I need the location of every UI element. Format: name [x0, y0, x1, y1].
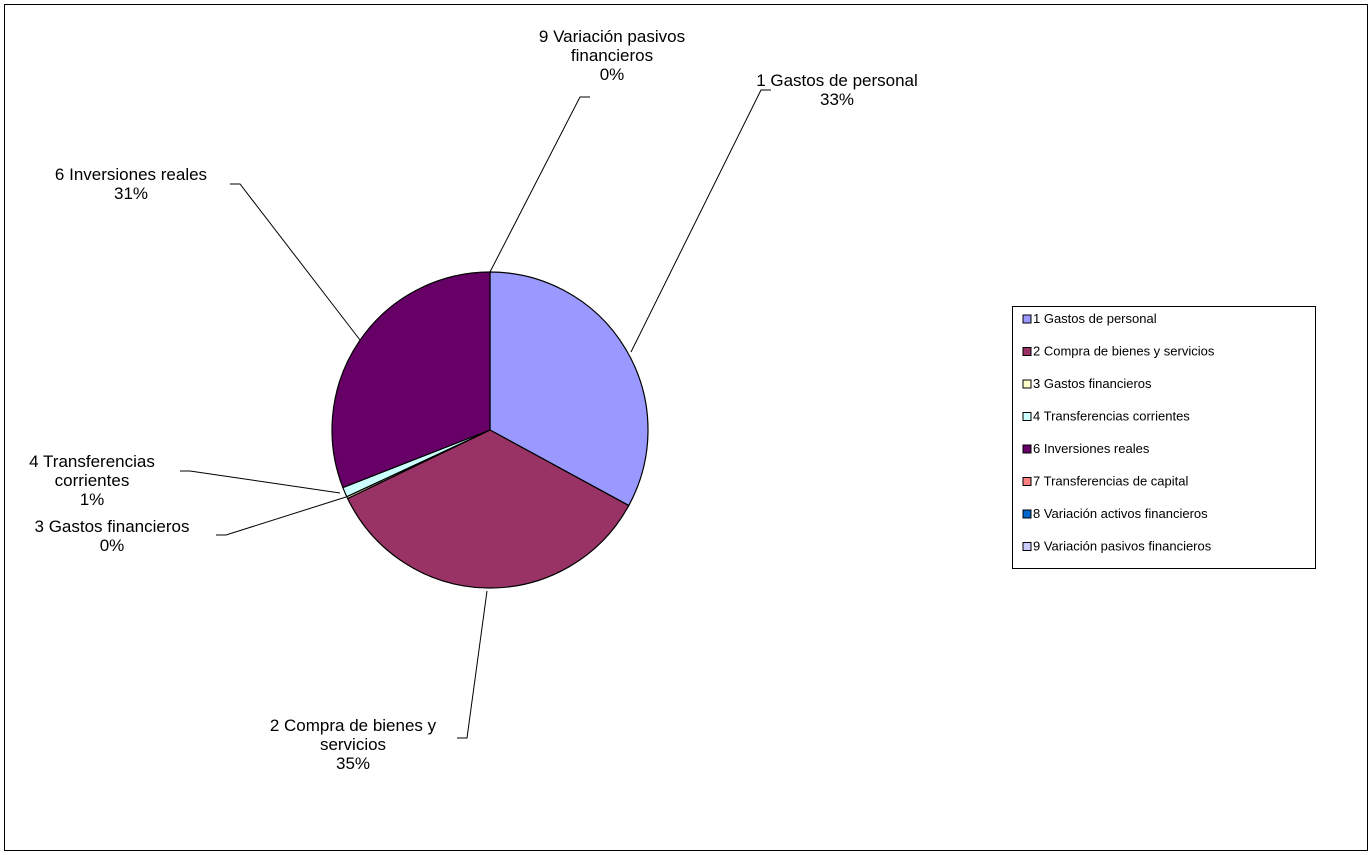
legend-swatch: [1022, 477, 1032, 486]
leader-line: [630, 89, 771, 353]
legend-swatch: [1022, 509, 1032, 519]
chart-frame: 1 Gastos de personal 33% 2 Compra de biene…: [4, 4, 1368, 851]
data-label-category: corrientes: [55, 471, 130, 490]
leader-line: [180, 470, 341, 494]
legend-entry: 3 Gastos financieros: [1033, 376, 1152, 391]
data-label-percent: 0%: [100, 536, 125, 555]
legend-swatch: [1022, 444, 1032, 454]
pie-slice: [331, 271, 491, 489]
legend-entry: 9 Variación pasivos financieros: [1033, 539, 1212, 554]
leader-line: [230, 183, 361, 341]
data-label-category: 9 Variación pasivos: [539, 27, 685, 46]
legend-entry: 7 Transferencias de capital: [1033, 474, 1188, 489]
pie-slice: [346, 429, 630, 589]
leader-line: [489, 96, 590, 273]
data-label-percent: 31%: [114, 184, 148, 203]
pie-slice: [489, 271, 649, 507]
data-label-percent: 35%: [336, 754, 370, 773]
data-label-category: servicios: [320, 735, 386, 754]
legend-swatch: [1022, 412, 1032, 421]
leader-lines: [180, 89, 771, 739]
legend: 1 Gastos de personal 2 Compra de bienes y…: [1012, 306, 1316, 569]
data-label-category: 6 Inversiones reales: [55, 165, 207, 184]
data-label-category: financieros: [571, 46, 653, 65]
data-label-percent: 0%: [600, 65, 625, 84]
legend-swatch: [1022, 379, 1032, 389]
pie-slices: [331, 271, 649, 589]
data-label-category: 4 Transferencias: [29, 452, 155, 471]
legend-swatch: [1022, 314, 1032, 324]
data-label-percent: 1%: [80, 490, 105, 509]
leader-line: [457, 590, 488, 739]
legend-entry: 4 Transferencias corrientes: [1033, 409, 1190, 424]
data-label-category: 3 Gastos financieros: [35, 517, 190, 536]
legend-entry: 6 Inversiones reales: [1033, 441, 1150, 456]
legend-swatch: [1022, 347, 1032, 356]
data-label-percent: 33%: [820, 90, 854, 109]
leader-line: [216, 496, 347, 536]
legend-swatch: [1022, 542, 1032, 551]
data-label-category: 1 Gastos de personal: [756, 71, 918, 90]
legend-entry: 8 Variación activos financieros: [1033, 506, 1208, 521]
legend-entry: 1 Gastos de personal: [1033, 311, 1157, 326]
legend-entry: 2 Compra de bienes y servicios: [1033, 344, 1215, 359]
data-label-category: 2 Compra de bienes y: [270, 716, 437, 735]
